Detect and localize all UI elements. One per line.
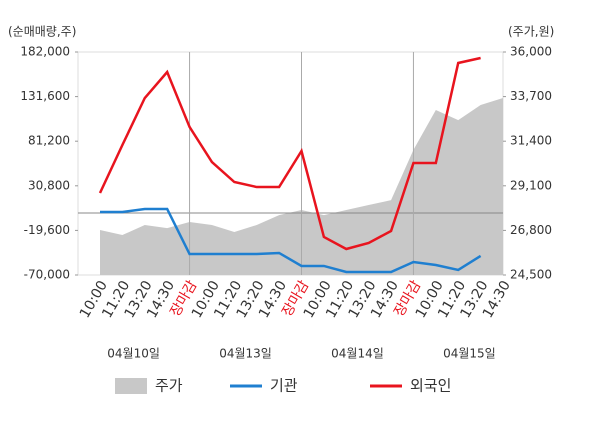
y2-tick-label: 24,500: [510, 268, 552, 282]
y-tick-label: 182,000: [20, 45, 70, 59]
y-tick-label: -19,600: [24, 223, 70, 237]
y2-axis-label: (주가,원): [508, 25, 554, 39]
y-tick-label: 30,800: [28, 178, 70, 192]
legend-label: 외국인: [410, 377, 451, 395]
legend-label: 주가: [155, 377, 183, 395]
date-label: 04월10일: [107, 347, 160, 361]
y-tick-label: -70,000: [24, 268, 70, 282]
y2-tick-label: 31,400: [510, 134, 552, 148]
legend-swatch: [115, 378, 147, 394]
legend-label: 기관: [270, 377, 298, 395]
date-label: 04월13일: [219, 347, 272, 361]
y2-tick-label: 26,800: [510, 223, 552, 237]
y2-tick-label: 29,100: [510, 178, 552, 192]
series-line: [100, 207, 482, 274]
date-label: 04월14일: [331, 347, 384, 361]
y2-tick-label: 36,000: [510, 45, 552, 59]
y-axis-label: (순매매량,주): [8, 25, 76, 39]
y2-tick-label: 33,700: [510, 89, 552, 103]
date-label: 04월15일: [443, 347, 496, 361]
y-tick-label: 81,200: [28, 134, 70, 148]
price-area: [100, 97, 503, 275]
series-line: [98, 56, 481, 251]
y-tick-label: 131,600: [20, 89, 70, 103]
